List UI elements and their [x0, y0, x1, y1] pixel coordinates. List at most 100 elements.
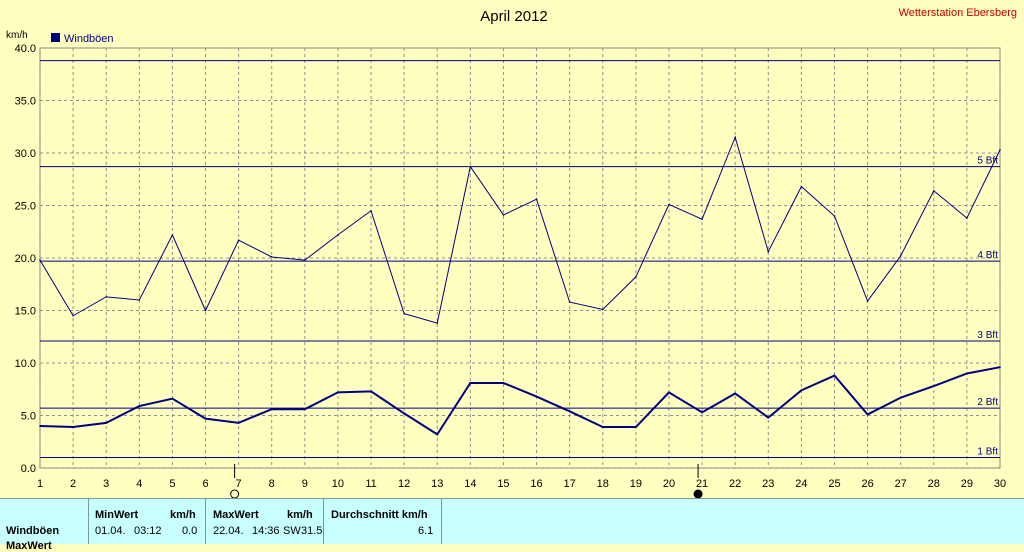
beaufort-label: 2 Bft: [977, 397, 998, 408]
legend-label: Windböen: [64, 33, 114, 45]
data-point: [833, 215, 836, 217]
data-point: [899, 396, 902, 399]
max-unit: km/h: [287, 509, 313, 521]
y-tick-label: 15.0: [15, 306, 36, 318]
y-axis: 0.0 5.0 10.0 15.0 20.0 25.0 30.0 35.0 40.0: [15, 43, 36, 475]
data-point: [701, 411, 703, 414]
x-tick-label: 9: [302, 478, 308, 490]
x-tick-label: 13: [431, 478, 443, 490]
data-point: [304, 259, 306, 261]
data-point: [105, 422, 108, 424]
x-tick-label: 6: [202, 478, 208, 490]
data-point: [932, 385, 935, 387]
data-point: [436, 433, 439, 436]
y-tick-label: 25.0: [15, 201, 36, 213]
beaufort-label: 5 Bft: [977, 156, 998, 167]
row-label-maxwert: MaxWert: [6, 540, 52, 552]
x-tick-label: 22: [729, 478, 741, 490]
data-point: [866, 300, 869, 302]
data-point: [469, 382, 472, 384]
x-tick-label: 18: [597, 478, 609, 490]
min-header: MinWert: [95, 509, 139, 521]
data-point: [171, 397, 174, 400]
data-point: [668, 391, 670, 394]
y-tick-label: 20.0: [15, 253, 36, 265]
min-time: 03:12: [134, 525, 162, 537]
x-tick-label: 8: [269, 478, 275, 490]
x-tick-label: 7: [236, 478, 242, 490]
min-unit: km/h: [170, 509, 196, 521]
y-tick-label: 0.0: [21, 463, 36, 475]
stats-panel: MinWert km/h MaxWert km/h Durchschnitt k…: [0, 498, 1024, 552]
x-tick-label: 20: [663, 478, 675, 490]
y-tick-label: 10.0: [15, 358, 36, 370]
data-point: [270, 256, 273, 258]
data-point: [767, 416, 770, 419]
data-point: [932, 190, 935, 192]
x-tick-label: 19: [630, 478, 642, 490]
x-tick-label: 15: [497, 478, 509, 490]
data-point: [138, 299, 141, 301]
data-point: [304, 408, 306, 411]
data-point: [502, 214, 505, 216]
x-tick-label: 4: [136, 478, 142, 490]
data-point: [105, 296, 108, 298]
min-value: 0.0: [182, 525, 198, 537]
beaufort-label: 3 Bft: [977, 330, 998, 341]
min-date: 01.04.: [95, 525, 126, 537]
data-point: [403, 412, 405, 415]
data-point: [999, 149, 1001, 151]
wind-chart: 1 Bft 2 Bft 3 Bft 4 Bft 5 Bft 0.0 5.0 10.0 15.0…: [6, 7, 1017, 498]
avg-header: Durchschnitt km/h: [331, 509, 428, 521]
data-point: [138, 405, 141, 407]
x-tick-label: 14: [464, 478, 476, 490]
series-line-1: [39, 366, 1001, 436]
data-point: [568, 301, 571, 303]
data-point: [270, 408, 273, 411]
data-point: [204, 309, 207, 312]
data-point: [734, 136, 736, 139]
data-point: [833, 374, 836, 377]
beaufort-lines: 1 Bft 2 Bft 3 Bft 4 Bft 5 Bft: [40, 60, 1000, 458]
data-point: [899, 255, 902, 257]
x-axis: 1 2 3 4 5 6 7 8 9 10 11 12 13 14 15 16 17 18 19 20 21 22 23 24 2…: [37, 478, 1006, 490]
data-point: [502, 382, 505, 384]
row-label-windboeen: Windböen: [6, 525, 60, 537]
data-point: [469, 165, 472, 168]
x-tick-label: 12: [398, 478, 410, 490]
x-tick-label: 5: [169, 478, 175, 490]
data-point: [568, 410, 571, 413]
y-tick-label: 35.0: [15, 96, 36, 108]
data-point: [767, 250, 770, 253]
data-point: [204, 417, 207, 420]
station-name: Wetterstation Ebersberg: [899, 7, 1017, 19]
max-time: 14:36: [252, 525, 280, 537]
x-tick-label: 23: [762, 478, 774, 490]
x-tick-label: 21: [696, 478, 708, 490]
y-tick-label: 40.0: [15, 43, 36, 55]
data-point: [601, 426, 604, 428]
data-point: [635, 426, 637, 428]
new-moon-icon: [693, 489, 703, 498]
avg-value: 6.1: [418, 525, 434, 537]
max-direction: SW: [283, 525, 301, 537]
x-tick-label: 29: [961, 478, 973, 490]
x-tick-label: 10: [332, 478, 344, 490]
moon-markers: [230, 464, 703, 498]
beaufort-label: 1 Bft: [977, 447, 998, 458]
beaufort-label: 4 Bft: [977, 250, 998, 261]
y-axis-label: km/h: [6, 30, 28, 41]
series-group: [39, 135, 1001, 436]
data-point: [370, 390, 372, 393]
x-tick-label: 17: [564, 478, 576, 490]
data-point: [39, 425, 41, 427]
x-tick-label: 30: [994, 478, 1006, 490]
data-point: [39, 259, 41, 261]
y-tick-label: 30.0: [15, 148, 36, 160]
x-tick-label: 2: [70, 478, 76, 490]
legend-swatch: [51, 33, 60, 42]
data-point: [535, 198, 538, 200]
data-point: [734, 392, 736, 395]
data-point: [237, 239, 240, 241]
data-point: [866, 413, 869, 416]
